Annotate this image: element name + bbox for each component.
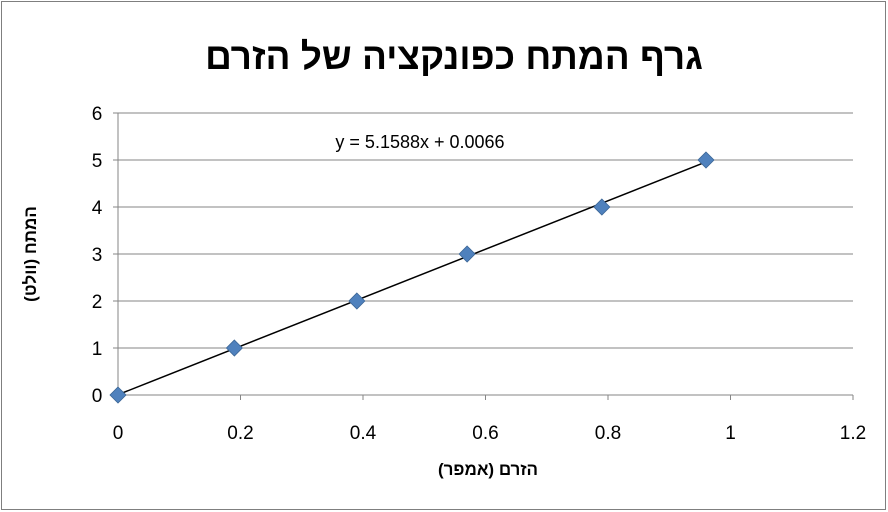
data-points: [109, 151, 715, 404]
x-axis-label: הזרם (אמפר): [438, 460, 538, 479]
y-tick-label-4: 4: [92, 198, 103, 219]
y-tick-label-0: 0: [92, 386, 103, 407]
data-point-4: [593, 198, 611, 216]
y-tick-label-6: 6: [92, 104, 103, 125]
x-tick-label-0.8: 0.8: [595, 423, 621, 444]
chart-title: גרף המתח כפונקציה של הזרם: [205, 36, 703, 77]
data-point-1: [225, 339, 243, 357]
trendline-equation: y = 5.1588x + 0.0066: [335, 132, 504, 152]
y-tick-label-5: 5: [92, 151, 103, 172]
tick-labels: 0 1 2 3 4 5 6 0 0.2 0.4 0.6 0.8 1 1.2: [92, 104, 867, 444]
x-tick-label-0.6: 0.6: [472, 423, 498, 444]
x-tick-label-0.4: 0.4: [350, 423, 377, 444]
data-point-2: [348, 292, 366, 310]
y-tick-label-1: 1: [92, 339, 103, 360]
y-tick-label-2: 2: [92, 292, 103, 313]
axes: [113, 112, 854, 400]
y-tick-label-3: 3: [92, 245, 103, 266]
trendline: [117, 161, 707, 396]
x-tick-label-1.2: 1.2: [840, 423, 866, 444]
x-tick-label-1: 1: [725, 423, 736, 444]
data-point-5: [697, 151, 715, 169]
y-axis-label: המתח (וולט): [21, 206, 40, 302]
data-point-0: [109, 386, 127, 404]
x-tick-label-0.2: 0.2: [227, 423, 253, 444]
x-tick-label-0: 0: [113, 423, 124, 444]
data-point-3: [458, 245, 476, 263]
trendline-group: [117, 161, 707, 396]
